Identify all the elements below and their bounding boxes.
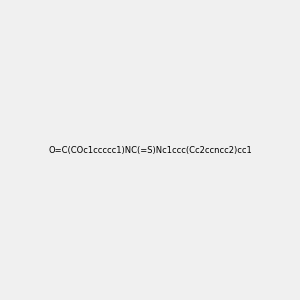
Text: O=C(COc1ccccc1)NC(=S)Nc1ccc(Cc2ccncc2)cc1: O=C(COc1ccccc1)NC(=S)Nc1ccc(Cc2ccncc2)cc… xyxy=(48,146,252,154)
